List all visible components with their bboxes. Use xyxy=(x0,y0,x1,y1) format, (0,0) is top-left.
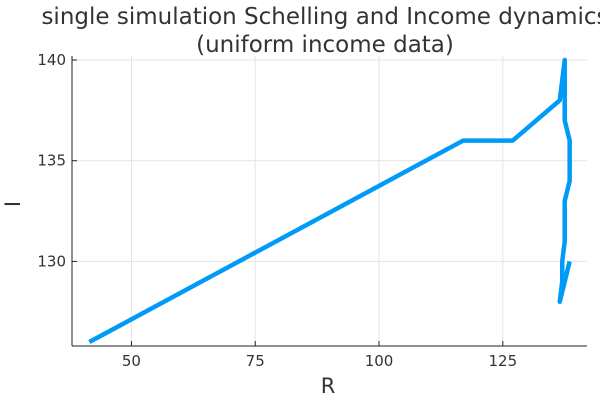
chart-subtitle: (uniform income data) xyxy=(196,32,454,58)
grid-lines xyxy=(72,56,587,346)
axes xyxy=(71,56,587,347)
y-tick-label-2: 140 xyxy=(37,51,66,69)
x-tick-label-1: 75 xyxy=(246,352,265,370)
x-axis-label: R xyxy=(321,374,336,398)
x-tick-label-0: 50 xyxy=(122,352,141,370)
chart-title: single simulation Schelling and Income d… xyxy=(41,4,600,30)
series-lines xyxy=(88,57,572,344)
x-tick-label-2: 100 xyxy=(365,352,394,370)
y-tick-label-0: 130 xyxy=(37,252,66,270)
y-tick-label-1: 135 xyxy=(37,152,66,170)
tick-labels: 50 75 100 125 130 135 140 xyxy=(37,51,517,370)
y-axis-label: I xyxy=(1,201,25,207)
x-tick-label-3: 125 xyxy=(488,352,517,370)
series-line-0 xyxy=(88,57,572,344)
